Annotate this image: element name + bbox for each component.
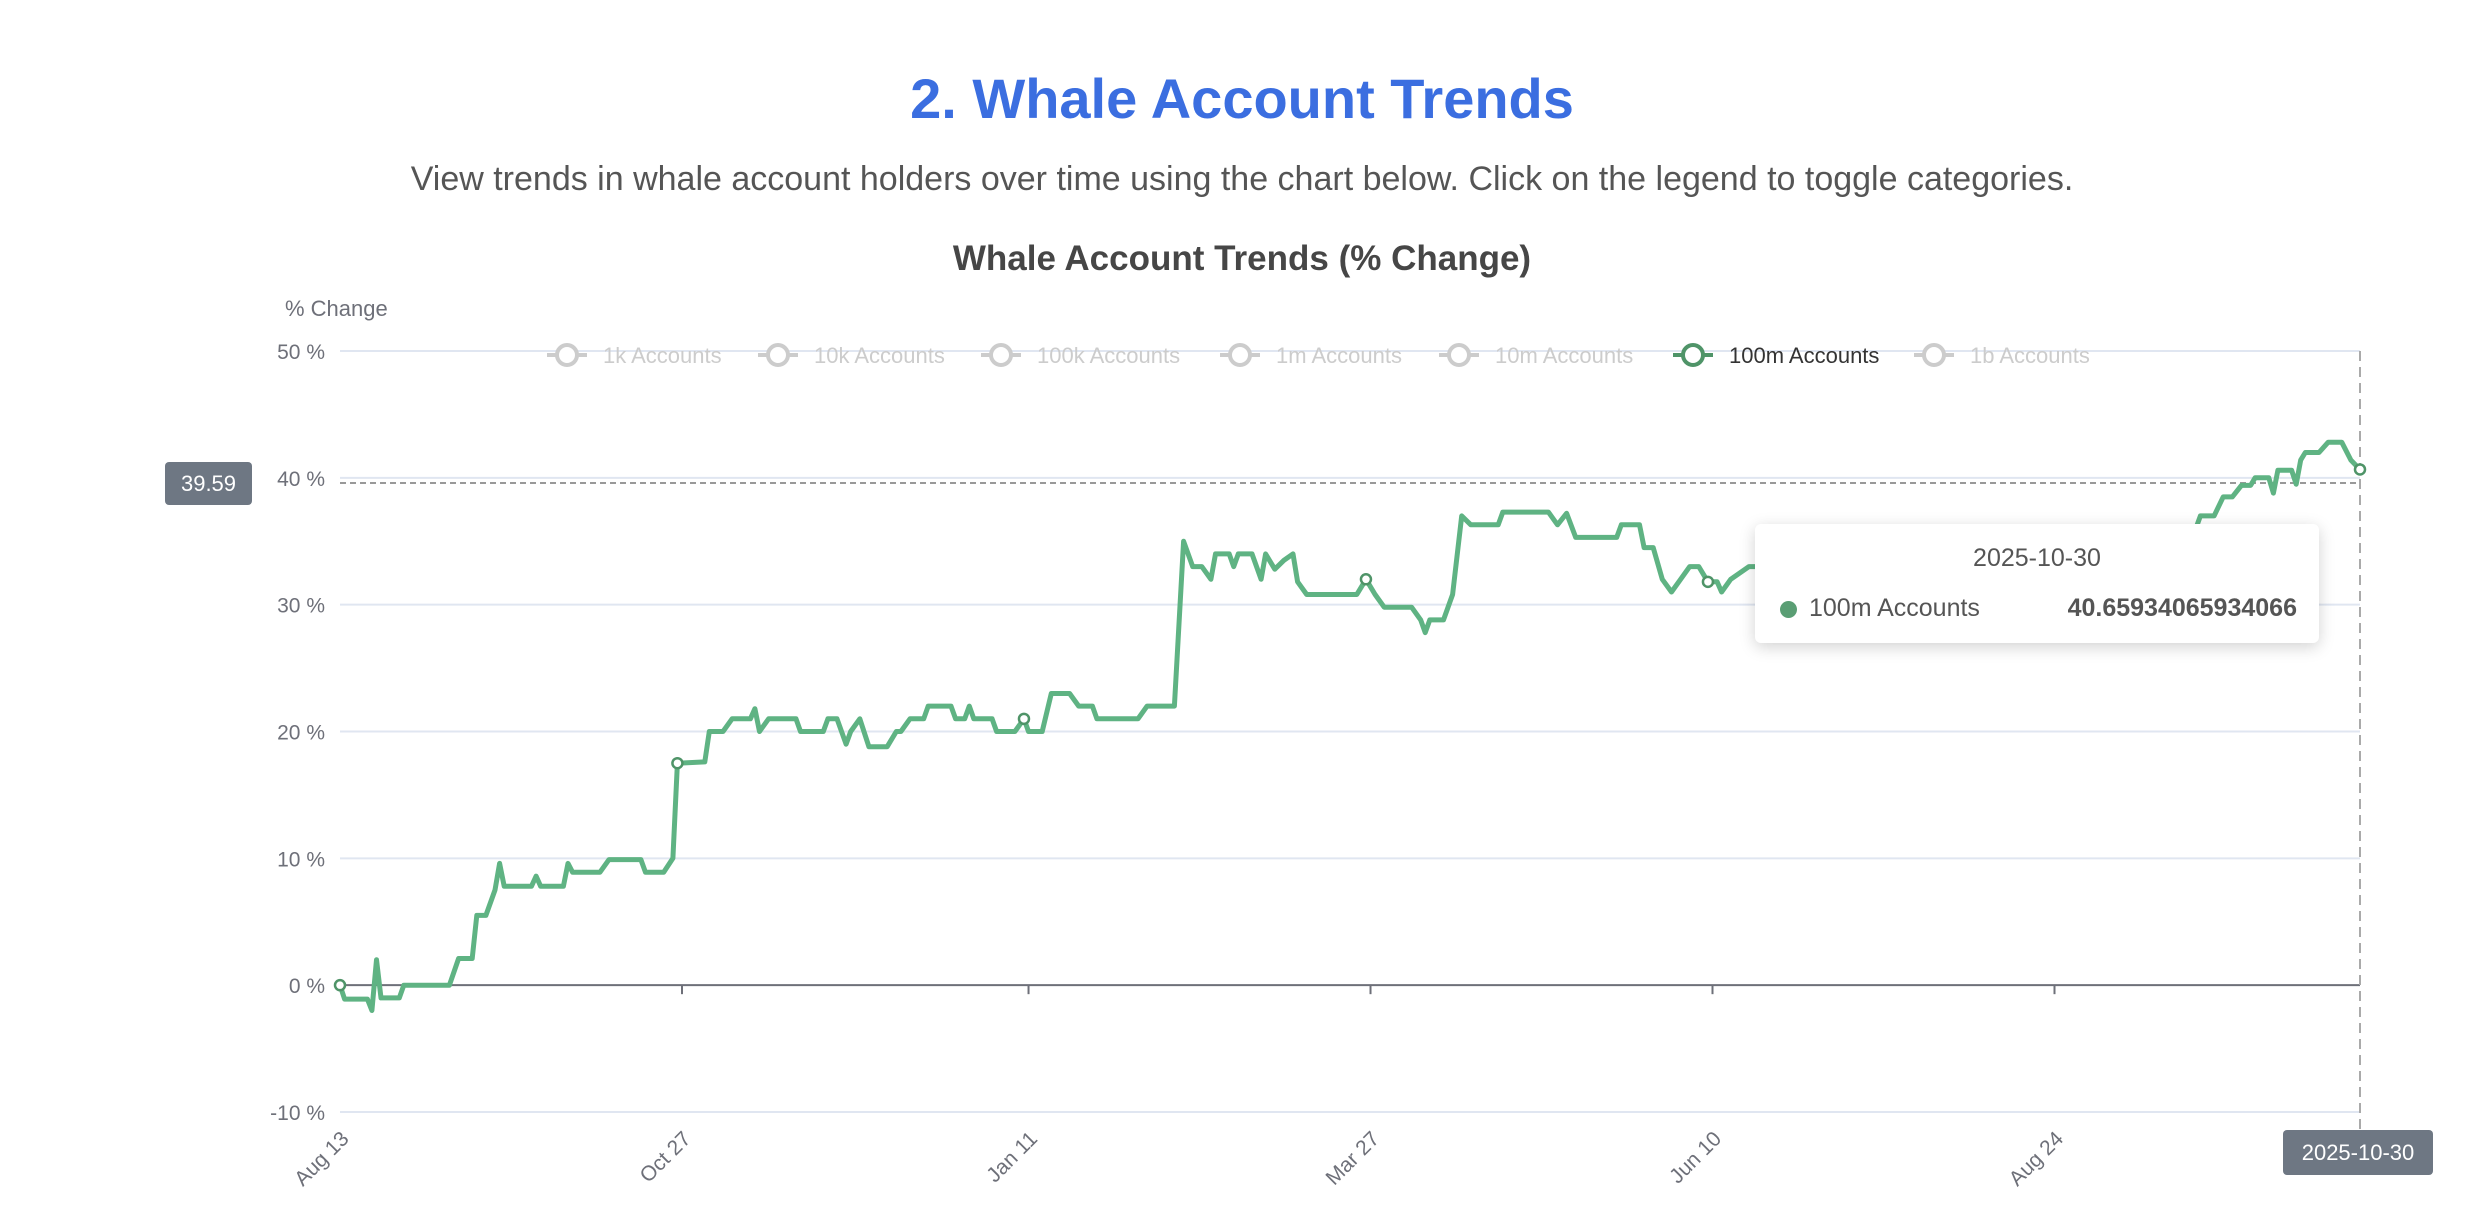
legend-circle-icon	[1447, 343, 1471, 367]
section-description: View trends in whale account holders ove…	[410, 160, 2074, 198]
data-point	[671, 756, 684, 770]
legend-circle-icon	[989, 343, 1013, 367]
x-tick-label: Aug 13	[290, 1127, 353, 1190]
legend-item[interactable]: 10k Accounts	[758, 343, 945, 368]
y-tick-label: 50 %	[277, 341, 325, 364]
legend-circle-icon	[1228, 343, 1252, 367]
legend-circle-icon	[1681, 343, 1705, 367]
tooltip-date: 2025-10-30	[1973, 544, 2101, 572]
legend-label: 1b Accounts	[1970, 343, 2090, 368]
tooltip-series-dot-icon	[1780, 601, 1797, 618]
legend-item[interactable]: 1k Accounts	[547, 343, 722, 368]
y-axis-title: % Change	[285, 296, 388, 321]
section-title: 2. Whale Account Trends	[910, 67, 1574, 130]
tooltip: 2025-10-30 100m Accounts 40.659340659340…	[1755, 524, 2319, 643]
legend-circle-icon	[555, 343, 579, 367]
chart-title: Whale Account Trends (% Change)	[953, 239, 1531, 278]
x-tick-label: Jun 10	[1665, 1127, 1726, 1188]
legend-circle-icon	[766, 343, 790, 367]
y-tick-label: 20 %	[277, 722, 325, 745]
axis-pointer-y-label: 39.59	[165, 462, 252, 505]
x-tick-label: Jan 11	[982, 1127, 1042, 1187]
legend-item[interactable]: 100k Accounts	[981, 343, 1180, 368]
data-point	[1359, 573, 1373, 586]
legend-label: 1k Accounts	[603, 343, 722, 368]
tooltip-value: 40.65934065934066	[2067, 594, 2297, 622]
legend-item[interactable]: 1m Accounts	[1220, 343, 1402, 368]
y-tick-label: 0 %	[289, 975, 325, 998]
y-tick-label: -10 %	[270, 1102, 325, 1125]
data-point	[1701, 575, 1715, 589]
tooltip-series-name: 100m Accounts	[1809, 594, 1980, 622]
axis-pointer-x-label: 2025-10-30	[2283, 1130, 2433, 1175]
legend-item[interactable]: 1b Accounts	[1914, 343, 2090, 368]
y-tick-label: 40 %	[277, 468, 325, 491]
legend-item[interactable]: 10m Accounts	[1439, 343, 1633, 368]
legend-label: 1m Accounts	[1276, 343, 1402, 368]
legend-label: 100k Accounts	[1037, 343, 1180, 368]
legend-circle-icon	[1922, 343, 1946, 367]
y-tick-label: 10 %	[277, 848, 325, 871]
x-tick-label: Oct 27	[636, 1127, 696, 1187]
legend-label: 10m Accounts	[1495, 343, 1633, 368]
legend-label: 10k Accounts	[814, 343, 945, 368]
y-tick-label: 30 %	[277, 595, 325, 618]
x-tick-label: Mar 27	[1322, 1127, 1384, 1189]
x-tick-label: Aug 24	[2005, 1127, 2069, 1191]
legend-item[interactable]: 100m Accounts	[1673, 343, 1879, 368]
data-point	[333, 978, 347, 992]
data-point	[1017, 712, 1031, 726]
legend-label: 100m Accounts	[1729, 343, 1879, 368]
data-point	[2353, 463, 2367, 476]
